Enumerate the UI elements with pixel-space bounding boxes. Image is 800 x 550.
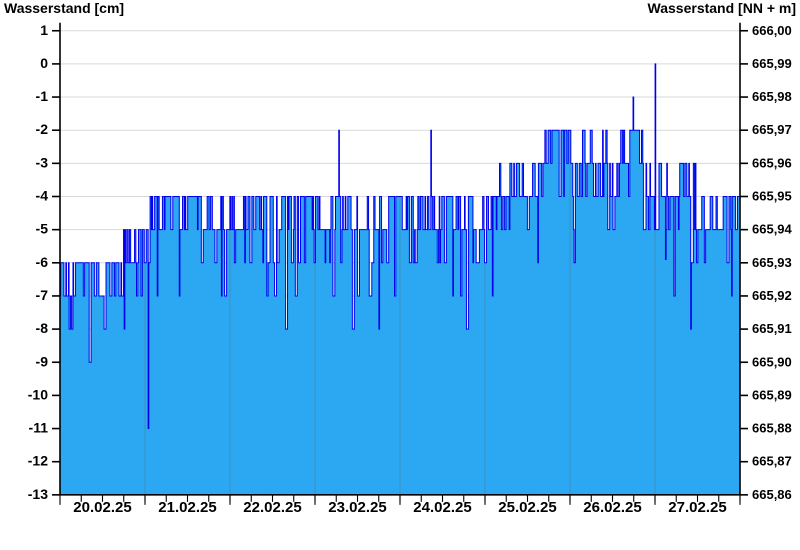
svg-text:24.02.25: 24.02.25 xyxy=(413,499,471,516)
svg-text:0: 0 xyxy=(40,55,48,71)
svg-text:22.02.25: 22.02.25 xyxy=(243,499,301,516)
svg-text:-1: -1 xyxy=(36,88,49,104)
svg-text:665,99: 665,99 xyxy=(752,56,792,71)
svg-text:-12: -12 xyxy=(28,453,48,469)
svg-text:-4: -4 xyxy=(36,188,49,204)
svg-text:27.02.25: 27.02.25 xyxy=(668,499,726,516)
svg-text:665,91: 665,91 xyxy=(752,321,792,336)
svg-text:-7: -7 xyxy=(36,287,49,303)
svg-text:26.02.25: 26.02.25 xyxy=(583,499,641,516)
svg-text:-2: -2 xyxy=(36,121,49,137)
svg-text:23.02.25: 23.02.25 xyxy=(328,499,386,516)
svg-text:665,86: 665,86 xyxy=(752,487,792,502)
svg-text:666,00: 666,00 xyxy=(752,23,792,38)
svg-text:665,94: 665,94 xyxy=(752,222,793,237)
svg-text:-10: -10 xyxy=(28,386,48,402)
svg-text:665,98: 665,98 xyxy=(752,89,792,104)
svg-text:665,95: 665,95 xyxy=(752,189,792,204)
svg-text:665,93: 665,93 xyxy=(752,255,792,270)
svg-text:20.02.25: 20.02.25 xyxy=(73,499,131,516)
svg-text:-9: -9 xyxy=(36,353,49,369)
svg-text:1: 1 xyxy=(40,22,48,38)
svg-text:665,89: 665,89 xyxy=(752,387,792,402)
svg-text:-6: -6 xyxy=(36,254,49,270)
svg-text:-8: -8 xyxy=(36,320,49,336)
svg-text:665,87: 665,87 xyxy=(752,454,792,469)
svg-text:-13: -13 xyxy=(28,486,48,502)
svg-text:665,88: 665,88 xyxy=(752,421,792,436)
svg-text:665,92: 665,92 xyxy=(752,288,792,303)
svg-text:665,96: 665,96 xyxy=(752,155,792,170)
svg-text:-3: -3 xyxy=(36,154,49,170)
svg-text:-11: -11 xyxy=(29,420,49,436)
svg-text:25.02.25: 25.02.25 xyxy=(498,499,556,516)
svg-text:-5: -5 xyxy=(36,221,49,237)
svg-text:21.02.25: 21.02.25 xyxy=(158,499,216,516)
svg-text:665,97: 665,97 xyxy=(752,122,792,137)
svg-text:665,90: 665,90 xyxy=(752,354,792,369)
